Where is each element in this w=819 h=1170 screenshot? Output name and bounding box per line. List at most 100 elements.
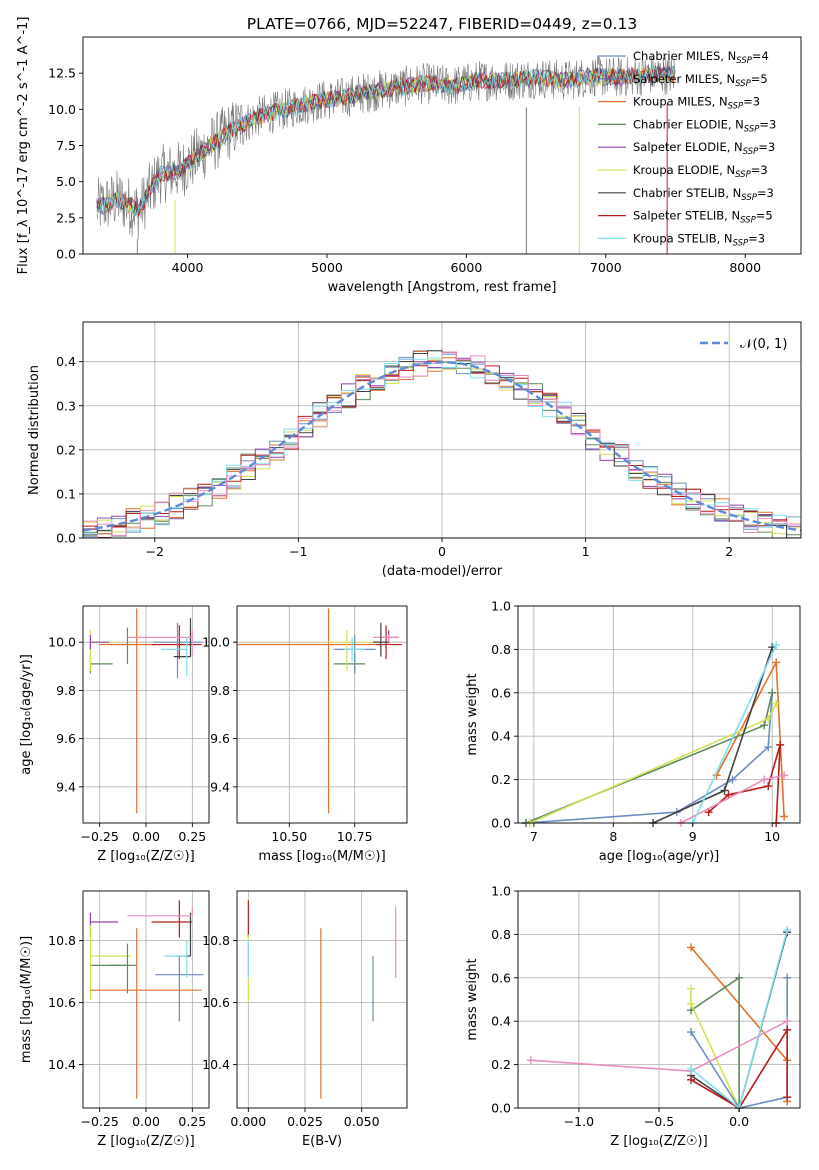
legend-text: Kroupa ELODIE, N [633,163,735,177]
x-tick-label: 0.00 [132,829,160,844]
plot-area [237,891,407,1108]
y-tick-label: 10.8 [48,933,76,948]
point-marker [772,658,781,667]
y-tick-label: 10.4 [48,1057,76,1072]
legend-label: Salpeter STELIB, NSSP=5 [633,209,773,226]
point-marker [735,973,744,982]
x-tick-label: 7000 [590,260,622,275]
legend-text: =3 [757,186,774,200]
point-marker [704,808,713,817]
y-tick-label: 0.4 [56,354,76,369]
legend-subscript: SSP [733,238,749,248]
legend-text: =3 [743,95,760,109]
x-tick-label: 0.25 [178,1114,206,1129]
x-tick-label: 8000 [729,260,761,275]
plot-area [83,322,801,539]
x-tick-label: 4000 [172,260,204,275]
series-line [96,65,675,216]
series-line [529,703,777,824]
series-line [708,744,781,824]
y-axis-label: mass weight [465,673,480,755]
legend-label: Chabrier MILES, NSSP=4 [633,49,769,66]
y-tick-label: 0.2 [491,772,511,787]
x-tick-label: 1 [582,544,590,559]
y-tick-label: 10.0 [48,635,76,650]
x-axis-label: E(B-V) [302,1134,342,1149]
y-tick-label: 0.1 [56,486,76,501]
x-axis-label: age [log₁₀(age/yr)] [599,849,720,864]
legend-label: Kroupa MILES, NSSP=3 [633,95,760,112]
y-tick-label: 12.5 [48,66,76,81]
point-marker [687,1075,696,1084]
x-tick-label: 8 [609,829,617,844]
y-axis-label: mass weight [465,958,480,1040]
legend-subscript: SSP [744,124,760,134]
axes-frame [236,605,408,824]
legend-text: Chabrier ELODIE, N [633,117,744,131]
legend: 𝒩(0, 1) [700,337,787,352]
series-line [652,646,773,824]
y-tick-label: 1.0 [491,884,511,899]
x-tick-label: −1 [289,544,307,559]
points-layer [89,608,202,814]
legend-label: Salpeter MILES, NSSP=5 [633,72,768,89]
legend-text: =5 [756,209,773,223]
y-tick-label: 9.8 [210,683,230,698]
point-marker [764,782,773,791]
point-marker [760,775,769,784]
point-marker [687,943,696,952]
axes-frame [82,321,802,539]
y-tick-label: 9.8 [56,683,76,698]
plot-area [96,55,676,254]
legend-subscript: SSP [740,216,756,226]
point-marker [760,721,769,730]
x-axis-label: Z [log₁₀(Z/Z☉)] [97,1134,194,1149]
axes-frame [517,890,801,1109]
points-layer [237,608,402,814]
x-tick-label: 9 [689,829,697,844]
points-layer [247,900,397,1099]
point-marker [764,714,773,723]
legend-label: Chabrier STELIB, NSSP=3 [633,186,774,203]
y-tick-label: 10.0 [48,102,76,117]
point-marker [764,743,773,752]
axes-frame [236,890,408,1109]
point-marker [776,740,785,749]
legend-text: =3 [751,163,768,177]
point-marker [720,786,729,795]
chart-panel-7: −1.0 −0.5 0.0 0.0 0.2 0.4 0.6 0.8 1.0 Z [log₁₀(Z/… [465,884,801,1149]
axes-frame [82,36,802,255]
x-axis-label: mass [log₁₀(M/M☉)] [258,849,385,864]
chart-panel-5: −0.25 0.00 0.25 10.4 10.6 10.8 Z [log₁₀(Z/Z☉)]… [19,890,210,1149]
x-tick-label: −1.0 [564,1114,594,1129]
point-marker [772,699,781,708]
y-tick-label: 0.0 [491,816,511,831]
chart-panel-6: 0.000 0.025 0.050 10.4 10.6 10.8 E(B-V) [202,890,408,1149]
y-tick-label: 10.8 [202,933,230,948]
y-tick-label: 0.4 [491,729,511,744]
y-tick-label: 0.0 [491,1101,511,1116]
x-tick-label: 7 [530,829,538,844]
plot-area [237,606,407,823]
series-line [690,1027,788,1110]
legend: Chabrier MILES, NSSP=4 Salpeter MILES, NS… [598,49,776,248]
chart-panel-2: −0.25 0.00 0.25 9.4 9.6 9.8 10.0 Z [log₁₀(Z/Z☉)… [19,605,210,864]
x-axis-label: (data-model)/error [382,564,503,579]
x-tick-label: 2 [725,544,733,559]
x-tick-label: 0.25 [178,829,206,844]
plot-area [518,890,800,1112]
point-marker [783,926,792,935]
normal-curve [83,360,801,532]
point-marker [526,1056,535,1065]
y-axis-label: Flux [f_λ 10^-17 erg cm^-2 s^-1 A^-1] [16,17,31,275]
y-tick-label: 9.6 [56,731,76,746]
y-axis-label: Normed distribution [27,365,42,495]
point-marker [780,771,789,780]
x-axis-label: Z [log₁₀(Z/Z☉)] [610,1134,707,1149]
point-marker [728,775,737,784]
y-tick-label: 0.2 [56,442,76,457]
y-tick-label: 9.4 [56,779,76,794]
legend-subscript: SSP [743,147,759,157]
x-tick-label: −0.5 [644,1114,674,1129]
